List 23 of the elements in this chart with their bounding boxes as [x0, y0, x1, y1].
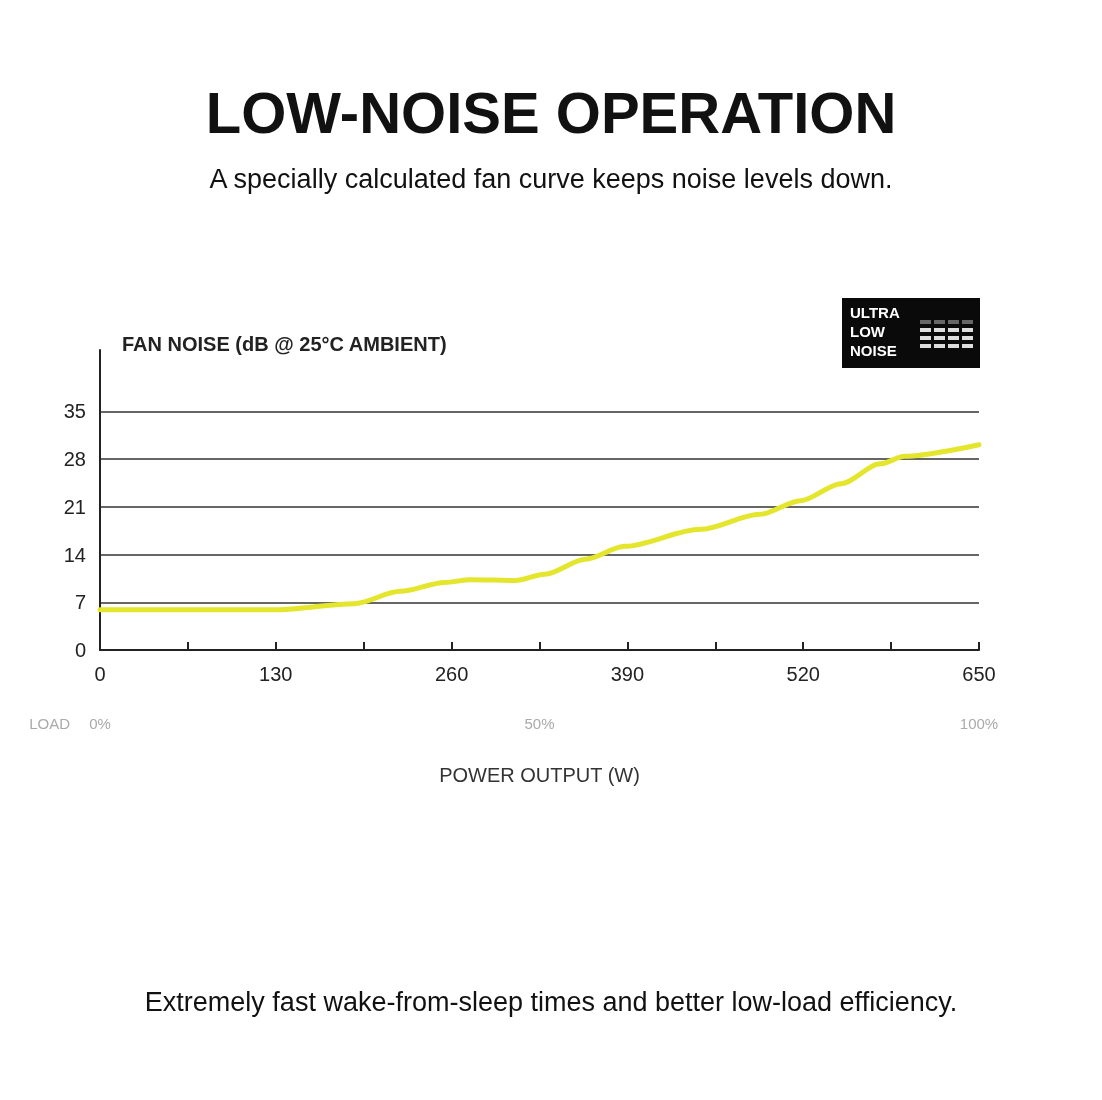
x2-tick-label: 50%: [524, 715, 555, 732]
x-tick-label: 390: [610, 663, 645, 685]
y-tick-label: 0: [74, 639, 86, 661]
x-axis-title: POWER OUTPUT (W): [439, 764, 640, 786]
x-tick-label: 260: [434, 663, 469, 685]
chart-title: LOW-NOISE OPERATION: [205, 79, 897, 145]
x-tick-label: 0: [94, 663, 106, 685]
y-tick-label: 14: [63, 543, 86, 566]
y-tick-label: 7: [74, 591, 86, 614]
x-tick-label: 650: [962, 663, 996, 685]
text: Extremely fast wake-from-sleep times and better low-load efficiency.: [144, 986, 958, 1017]
y-tick-label: 28: [63, 448, 86, 471]
y-tick-label: 35: [63, 400, 86, 423]
x2-tick-label: 100%: [959, 715, 999, 732]
noise-badge: ULTRA LOW NOISE: [842, 298, 980, 368]
x2-tick-label: 0%: [89, 715, 111, 732]
x2-axis-title: LOAD: [29, 715, 71, 732]
chart-subtitle: A specially calculated fan curve keeps noise levels down.: [209, 163, 893, 194]
annotation: ULTRA LOW NOISE: [850, 303, 901, 360]
y-axis-title: FAN NOISE (dB @ 25°C AMBIENT): [122, 333, 447, 355]
y-tick-label: 21: [63, 495, 86, 518]
x-tick-label: 130: [259, 663, 293, 685]
x-tick-label: 520: [786, 663, 820, 685]
